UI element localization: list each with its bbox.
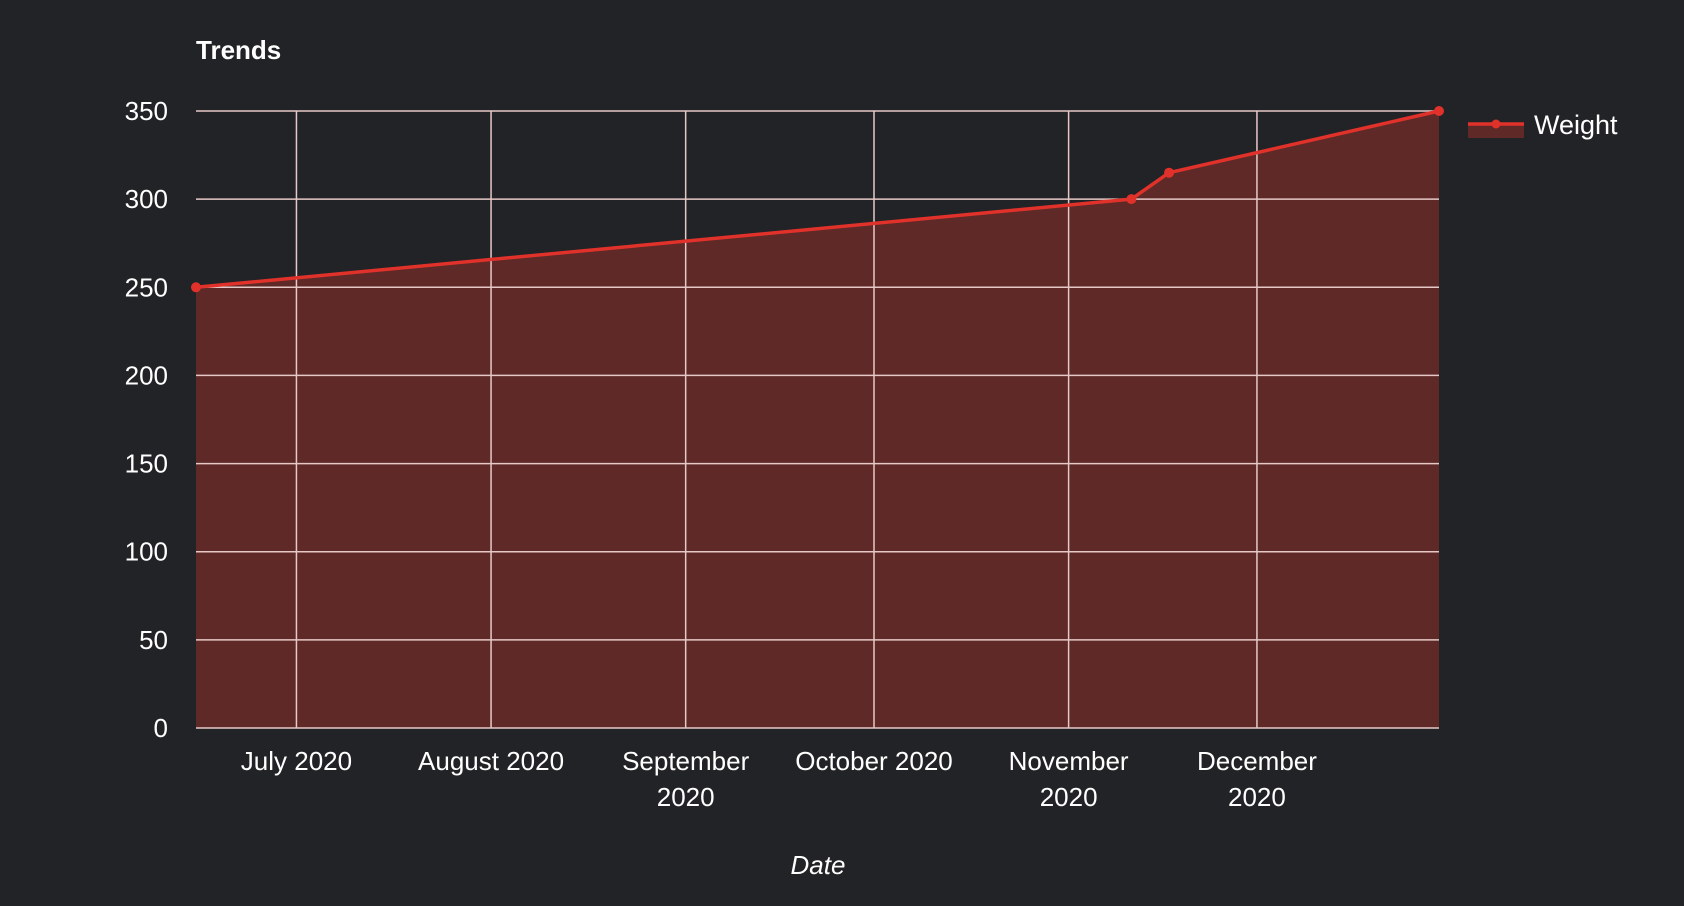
y-tick-label: 250 xyxy=(125,272,168,302)
x-axis-title: Date xyxy=(791,850,846,880)
series-layer xyxy=(191,106,1444,293)
x-axis-ticks: July 2020 August 2020 September 2020 October… xyxy=(241,746,1317,812)
y-tick-label: 0 xyxy=(154,713,168,743)
x-tick-label: July 2020 xyxy=(241,746,352,776)
legend-swatch-area xyxy=(1468,124,1524,138)
y-tick-label: 150 xyxy=(125,449,168,479)
data-point xyxy=(1126,194,1137,205)
legend: Weight xyxy=(1468,110,1618,140)
grid-layer xyxy=(196,110,1439,729)
legend-label-weight: Weight xyxy=(1534,110,1618,140)
y-tick-label: 100 xyxy=(125,537,168,567)
x-tick-label: October 2020 xyxy=(795,746,953,776)
y-tick-label: 50 xyxy=(139,625,168,655)
x-tick-label: December 2020 xyxy=(1197,746,1317,812)
x-tick-label: August 2020 xyxy=(418,746,564,776)
data-point xyxy=(191,282,201,293)
x-tick-label: September 2020 xyxy=(622,746,750,812)
data-point xyxy=(1434,106,1444,116)
series-area-weight xyxy=(196,111,1439,728)
series-line-weight xyxy=(195,109,1440,290)
chart-title: Trends xyxy=(196,35,281,65)
data-point xyxy=(1164,167,1175,178)
area-layer xyxy=(196,111,1439,728)
y-tick-label: 200 xyxy=(125,360,168,390)
x-tick-label: November 2020 xyxy=(1009,746,1129,812)
legend-swatch-marker xyxy=(1491,119,1501,129)
y-tick-label: 350 xyxy=(125,96,168,126)
y-tick-label: 300 xyxy=(125,184,168,214)
y-axis-ticks: 0 50 100 150 200 250 300 350 xyxy=(125,96,168,743)
